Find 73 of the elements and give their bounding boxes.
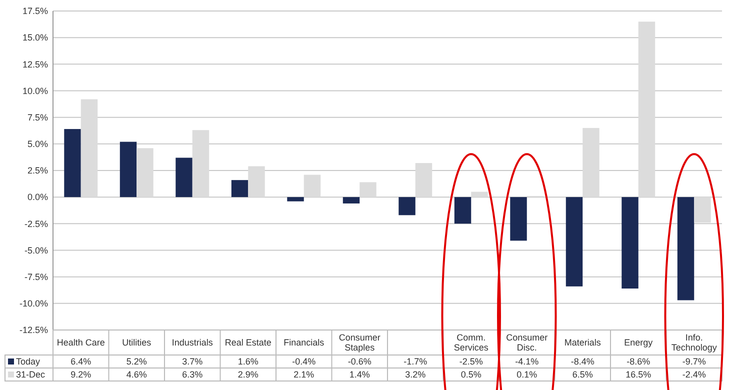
y-tick-label: 17.5% (22, 6, 48, 16)
data-label: -2.5% (459, 356, 483, 367)
y-tick-label: -2.5% (24, 218, 48, 229)
bar (398, 197, 416, 216)
data-label: 1.4% (349, 370, 370, 380)
data-label: 6.4% (70, 356, 92, 367)
data-label: -0.6% (348, 356, 372, 367)
x-tick-label: Consumer Disc. (506, 332, 548, 353)
y-tick-label: 7.5% (27, 112, 48, 122)
data-label: 3.2% (405, 370, 426, 380)
legend-label: Today (16, 356, 41, 367)
data-label: -0.4% (292, 356, 316, 367)
bar (342, 197, 360, 204)
bar (471, 192, 488, 198)
data-label: 6.5% (572, 370, 593, 380)
data-label: -9.7% (682, 356, 706, 367)
bar (510, 197, 527, 241)
bar (120, 142, 137, 198)
data-label: 9.2% (70, 370, 92, 380)
y-tick-label: 12.5% (22, 59, 48, 70)
bar (136, 148, 154, 198)
x-tick-label: Utilities (122, 338, 152, 348)
bar (415, 163, 432, 198)
legend-label: 31-Dec (16, 370, 46, 380)
data-label: -4.1% (515, 356, 539, 367)
data-label: -2.4% (682, 370, 706, 380)
bar (64, 129, 81, 198)
data-label: 0.1% (516, 370, 538, 380)
data-label: -8.6% (626, 356, 650, 367)
data-label: 2.9% (238, 370, 258, 380)
bar (638, 22, 656, 198)
bar (248, 166, 265, 198)
x-tick-label: Comm. Services (454, 332, 489, 353)
data-label: 16.5% (626, 370, 652, 380)
x-tick-label: Real Estate (224, 338, 272, 348)
y-tick-label: 5.0% (27, 139, 48, 150)
data-label: -1.7% (404, 356, 428, 367)
bar (622, 197, 638, 289)
bar (582, 128, 600, 198)
bar (176, 158, 192, 198)
data-label: 5.2% (126, 356, 147, 367)
y-tick-label: 10.0% (22, 86, 48, 96)
bar (694, 197, 711, 223)
x-tick-label: Health Care (56, 338, 105, 348)
y-tick-label: 0.0% (27, 192, 48, 202)
bar (304, 174, 321, 198)
data-label: 2.1% (294, 370, 314, 380)
data-label: 6.3% (182, 370, 203, 380)
bar (231, 180, 248, 198)
x-tick-label: Energy (624, 338, 654, 348)
bar (80, 99, 98, 198)
bar (566, 197, 583, 286)
x-tick-label: Materials (564, 338, 602, 348)
x-tick-label: Industrials (172, 338, 214, 348)
y-tick-label: 2.5% (27, 166, 48, 176)
x-tick-label: Info. Technology (671, 332, 718, 353)
y-tick-label: -10.0% (19, 298, 48, 309)
bar (454, 197, 472, 224)
bar (360, 182, 376, 198)
data-label: -8.4% (570, 356, 594, 367)
bar (287, 197, 304, 202)
data-label: 0.5% (460, 370, 482, 380)
data-label: 4.6% (126, 370, 147, 380)
data-label: 3.7% (182, 356, 203, 367)
y-tick-label: 15.0% (22, 32, 48, 43)
bar (192, 130, 210, 198)
x-tick-label: Financials (284, 338, 325, 348)
bar (677, 197, 694, 300)
x-tick-label: Consumer Staples (338, 332, 380, 353)
y-tick-label: -7.5% (24, 272, 48, 282)
data-label: 1.6% (238, 356, 258, 367)
y-tick-label: -5.0% (24, 245, 48, 256)
y-tick-label: -12.5% (19, 325, 48, 336)
